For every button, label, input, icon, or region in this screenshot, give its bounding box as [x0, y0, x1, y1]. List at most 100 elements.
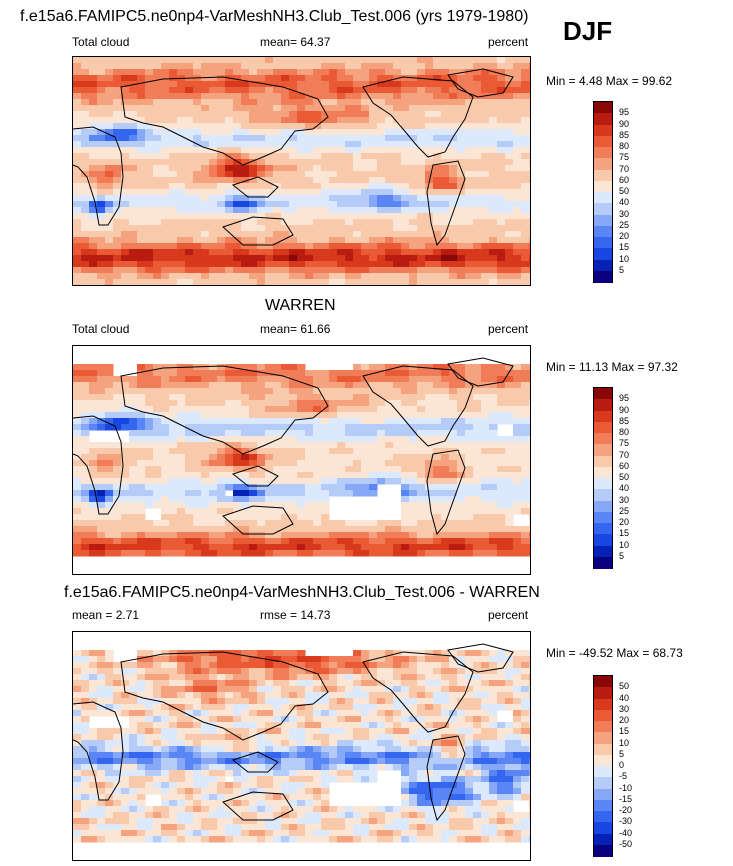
heatmap-cell: [529, 376, 530, 383]
heatmap-cell: [385, 183, 394, 190]
heatmap-cell: [145, 704, 154, 711]
heatmap-cell: [417, 237, 426, 244]
heatmap-cell: [81, 466, 90, 473]
heatmap-cell: [169, 231, 178, 238]
heatmap-cell: [169, 141, 178, 148]
heatmap-cell: [113, 153, 122, 160]
heatmap-cell: [177, 171, 186, 178]
heatmap-cell: [417, 57, 426, 64]
heatmap-cell: [273, 165, 282, 172]
heatmap-cell: [249, 412, 258, 419]
heatmap-cell: [81, 436, 90, 443]
heatmap-cell: [529, 267, 530, 274]
heatmap-cell: [209, 734, 218, 741]
heatmap-cell: [321, 111, 330, 118]
heatmap-cell: [81, 514, 90, 521]
heatmap-cell: [369, 213, 378, 220]
heatmap-cell: [145, 680, 154, 687]
heatmap-cell: [217, 273, 226, 280]
heatmap-cell: [489, 704, 498, 711]
heatmap-cell: [249, 496, 258, 503]
heatmap-cell: [409, 267, 418, 274]
heatmap-cell: [113, 117, 122, 124]
heatmap-cell: [361, 466, 370, 473]
heatmap-cell: [481, 225, 490, 232]
heatmap-cell: [297, 698, 306, 705]
heatmap-cell: [313, 273, 322, 280]
heatmap-cell: [393, 153, 402, 160]
heatmap-cell: [81, 662, 90, 669]
heatmap-cell: [425, 716, 434, 723]
heatmap-cell: [385, 436, 394, 443]
heatmap-cell: [193, 400, 202, 407]
heatmap-cell: [353, 376, 362, 383]
heatmap-cell: [329, 544, 338, 551]
heatmap-cell: [513, 526, 522, 533]
heatmap-cell: [241, 650, 250, 657]
heatmap-cell: [401, 430, 410, 437]
heatmap-cell: [273, 273, 282, 280]
heatmap-cell: [513, 225, 522, 232]
heatmap-cell: [361, 141, 370, 148]
heatmap-cell: [161, 189, 170, 196]
heatmap-cell: [505, 502, 514, 509]
heatmap-cell: [137, 698, 146, 705]
heatmap-cell: [521, 201, 530, 208]
heatmap-cell: [177, 63, 186, 70]
heatmap-cell: [441, 370, 450, 377]
heatmap-cell: [313, 376, 322, 383]
heatmap-cell: [265, 514, 274, 521]
heatmap-cell: [321, 231, 330, 238]
heatmap-cell: [369, 716, 378, 723]
heatmap-cell: [241, 165, 250, 172]
heatmap-cell: [393, 532, 402, 539]
heatmap-cell: [289, 698, 298, 705]
heatmap-cell: [169, 400, 178, 407]
heatmap-cell: [161, 424, 170, 431]
heatmap-cell: [505, 249, 514, 256]
heatmap-cell: [105, 674, 114, 681]
heatmap-cell: [369, 261, 378, 268]
colorbar-tick-label: 20: [619, 231, 630, 241]
heatmap-cell: [409, 448, 418, 455]
heatmap-cell: [457, 472, 466, 479]
heatmap-cell: [129, 716, 138, 723]
heatmap-cell: [505, 692, 514, 699]
heatmap-cell: [465, 129, 474, 136]
heatmap-cell: [393, 237, 402, 244]
heatmap-cell: [513, 57, 522, 64]
heatmap-cell: [225, 674, 234, 681]
map-plot: [72, 345, 531, 575]
heatmap-cell: [489, 141, 498, 148]
heatmap-cell: [73, 490, 82, 497]
heatmap-cell: [377, 111, 386, 118]
heatmap-cell: [177, 147, 186, 154]
heatmap-cell: [265, 57, 274, 64]
heatmap-cell: [401, 135, 410, 142]
heatmap-cell: [489, 273, 498, 280]
heatmap-cell: [513, 153, 522, 160]
heatmap-cell: [393, 213, 402, 220]
heatmap-cell: [313, 728, 322, 735]
heatmap-cell: [297, 141, 306, 148]
heatmap-cell: [377, 177, 386, 184]
colorbar-tick-label: 20: [619, 517, 630, 527]
heatmap-cell: [233, 478, 242, 485]
heatmap-cell: [401, 692, 410, 699]
heatmap-cell: [433, 472, 442, 479]
heatmap-cell: [105, 135, 114, 142]
heatmap-cell: [137, 734, 146, 741]
heatmap-cell: [273, 243, 282, 250]
heatmap-cell: [297, 728, 306, 735]
heatmap-cell: [345, 219, 354, 226]
heatmap-cell: [217, 650, 226, 657]
heatmap-cell: [225, 716, 234, 723]
heatmap-cell: [473, 255, 482, 262]
heatmap-cell: [345, 87, 354, 94]
heatmap-cell: [145, 502, 154, 509]
heatmap-cell: [433, 279, 442, 285]
heatmap-cell: [337, 680, 346, 687]
heatmap-cell: [329, 147, 338, 154]
heatmap-cell: [201, 710, 210, 717]
heatmap-cell: [113, 382, 122, 389]
